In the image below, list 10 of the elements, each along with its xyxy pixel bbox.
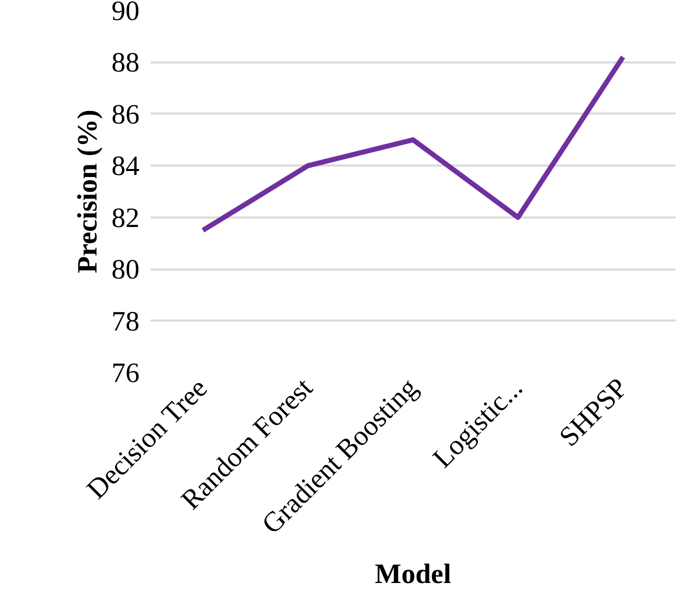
y-axis-title: Precision (%) <box>72 110 104 274</box>
y-tick-label: 80 <box>112 254 140 286</box>
y-tick-label: 86 <box>112 99 140 130</box>
y-tick-label: 90 <box>112 0 140 27</box>
y-tick-label: 76 <box>112 358 140 389</box>
y-tick-label: 82 <box>112 202 140 234</box>
y-tick-label: 78 <box>112 306 140 338</box>
y-tick-label: 84 <box>112 151 140 182</box>
y-tick-label: 88 <box>112 48 140 79</box>
x-axis-title: Model <box>374 559 452 590</box>
